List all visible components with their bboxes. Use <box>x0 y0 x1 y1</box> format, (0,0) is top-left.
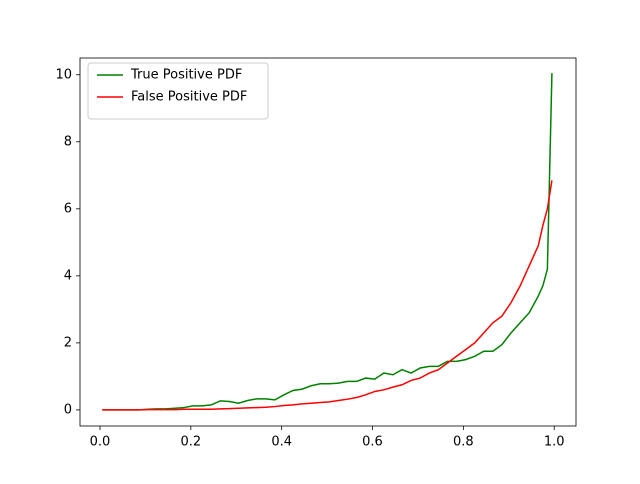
legend-box <box>87 62 269 120</box>
x-tick-label: 1.0 <box>544 435 565 450</box>
x-tick-label: 0.4 <box>271 435 292 450</box>
legend: True Positive PDF False Positive PDF <box>87 62 269 120</box>
y-tick-label: 8 <box>64 134 72 149</box>
legend-label: True Positive PDF <box>130 68 242 83</box>
series-line <box>102 180 553 411</box>
y-tick-label: 4 <box>64 268 72 283</box>
x-tick-label: 0.0 <box>90 435 111 450</box>
x-tick-label: 0.8 <box>453 435 474 450</box>
legend-label: False Positive PDF <box>131 90 247 105</box>
x-tick-label: 0.2 <box>180 435 201 450</box>
axes-frame <box>79 57 577 427</box>
y-tick-label: 6 <box>64 201 72 216</box>
y-tick-label: 0 <box>64 402 72 417</box>
series-line <box>102 73 553 411</box>
y-tick-label: 2 <box>64 335 72 350</box>
y-tick-label: 10 <box>55 67 72 82</box>
x-tick-label: 0.6 <box>362 435 383 450</box>
